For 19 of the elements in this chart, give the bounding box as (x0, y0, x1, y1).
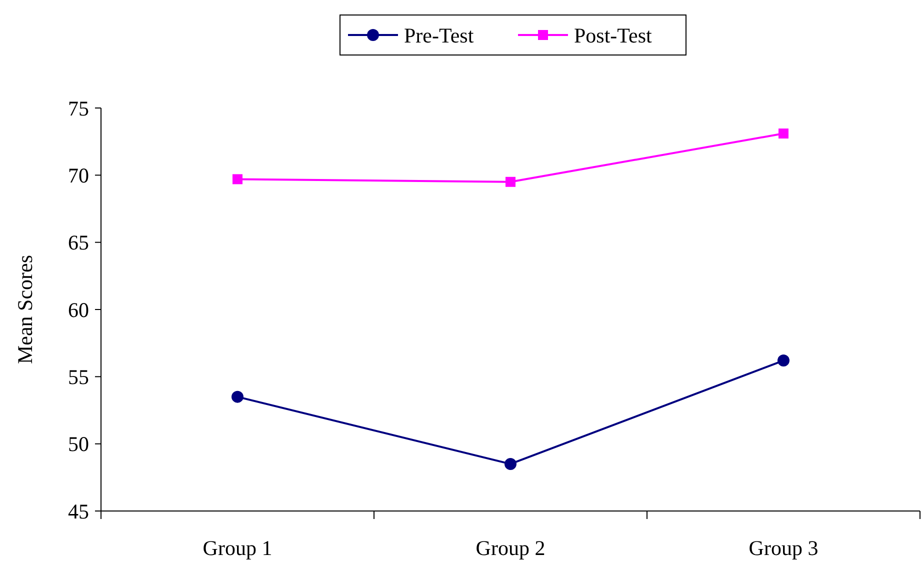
y-tick-label: 75 (68, 96, 89, 120)
y-tick-label: 65 (68, 230, 89, 255)
y-axis-title: Mean Scores (13, 254, 37, 364)
point (506, 176, 516, 187)
x-tick-label: Group 1 (202, 536, 272, 560)
x-tick-label: Group 2 (476, 536, 546, 560)
point (778, 354, 790, 367)
y-tick-label: 45 (68, 499, 89, 524)
x-tick-label: Group 3 (748, 536, 818, 560)
legend-label: Post-Test (574, 23, 652, 48)
point (232, 390, 244, 403)
y-tick-label: 50 (68, 432, 89, 456)
y-tick-label: 55 (68, 365, 89, 390)
point (778, 128, 788, 139)
y-tick-label: 70 (68, 164, 89, 188)
point (232, 174, 242, 184)
y-tick-label: 60 (68, 298, 89, 322)
point (504, 458, 516, 470)
legend-label: Pre-Test (404, 23, 474, 48)
